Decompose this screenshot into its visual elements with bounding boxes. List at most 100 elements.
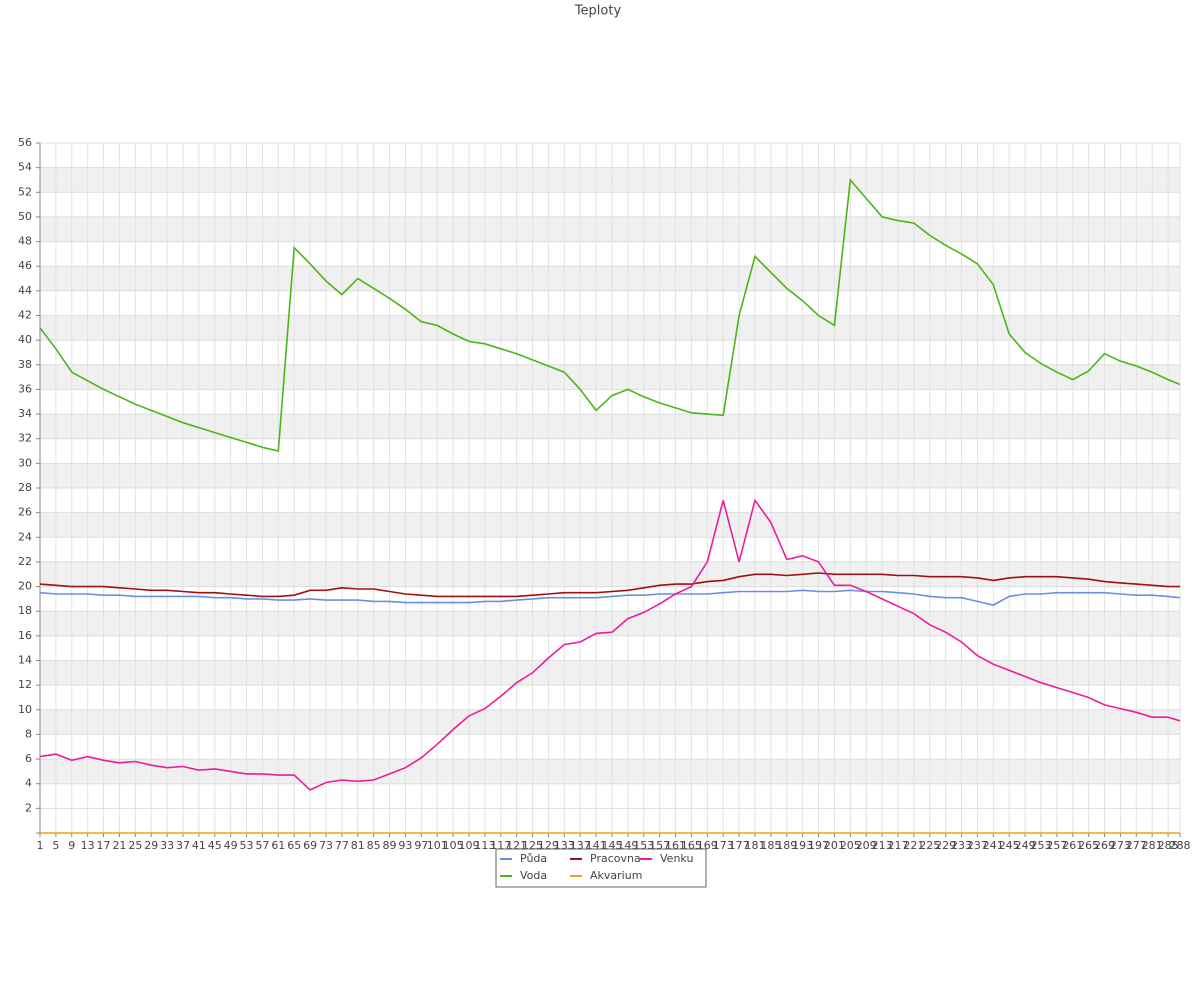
x-tick-label: 49: [224, 839, 238, 852]
x-tick-label: 93: [398, 839, 412, 852]
series-line: [39, 589, 1181, 606]
x-tick-label: 197: [808, 839, 829, 852]
y-tick-label: 10: [18, 703, 32, 716]
legend: Půda Pracovna Venku Voda Akvarium: [495, 848, 707, 888]
x-tick-label: 89: [383, 839, 397, 852]
y-tick-label: 44: [18, 284, 32, 297]
x-tick-label: 41: [192, 839, 206, 852]
x-tick-label: 233: [951, 839, 972, 852]
series-line: [39, 498, 1181, 791]
y-tick-label: 26: [18, 506, 32, 519]
legend-label: Pracovna: [590, 852, 641, 865]
grid-band: [40, 364, 1180, 390]
x-tick-label: 17: [97, 839, 111, 852]
y-tick-label: 52: [18, 185, 32, 198]
x-tick-label: 1: [37, 839, 44, 852]
x-tick-label: 253: [1030, 839, 1051, 852]
y-tick-label: 46: [18, 259, 32, 272]
y-tick-label: 8: [25, 727, 32, 740]
y-tick-label: 28: [18, 481, 32, 494]
grid-band: [40, 266, 1180, 291]
x-tick-label: 241: [983, 839, 1004, 852]
x-tick-label: 265: [1078, 839, 1099, 852]
grid-band: [40, 660, 1180, 686]
y-tick-label: 4: [25, 777, 32, 790]
x-tick-label: 113: [474, 839, 495, 852]
x-tick-label: 81: [351, 839, 365, 852]
x-tick-label: 45: [208, 839, 222, 852]
grid-band: [40, 414, 1180, 439]
x-tick-label: 288: [1170, 839, 1191, 852]
y-tick-label: 34: [18, 407, 32, 420]
y-tick-label: 56: [18, 136, 32, 149]
x-tick-label: 217: [887, 839, 908, 852]
y-tick-label: 36: [18, 382, 32, 395]
y-tick-label: 38: [18, 358, 32, 371]
y-tick-label: 6: [25, 752, 32, 765]
legend-box: [495, 848, 707, 888]
chart-title: Teploty: [574, 4, 622, 19]
x-tick-label: 173: [713, 839, 734, 852]
x-tick-label: 177: [729, 839, 750, 852]
x-tick-label: 97: [414, 839, 428, 852]
x-tick-label: 273: [1110, 839, 1131, 852]
x-tick-label: 25: [128, 839, 142, 852]
x-tick-label: 269: [1094, 839, 1115, 852]
y-tick-label: 40: [18, 333, 32, 346]
x-tick-label: 189: [776, 839, 797, 852]
x-tick-label: 181: [744, 839, 765, 852]
series-line: [39, 178, 1181, 452]
y-tick-label: 2: [25, 801, 32, 814]
x-tick-label: 65: [287, 839, 301, 852]
x-tick-label: 105: [443, 839, 464, 852]
x-tick-label: 201: [824, 839, 845, 852]
x-tick-label: 257: [1046, 839, 1067, 852]
legend-label: Venku: [660, 852, 693, 865]
grid-band: [40, 315, 1180, 341]
x-tick-label: 73: [319, 839, 333, 852]
y-tick-label: 20: [18, 580, 32, 593]
x-tick-label: 85: [367, 839, 381, 852]
legend-label: Půda: [520, 852, 547, 865]
y-tick-label: 30: [18, 456, 32, 469]
x-tick-label: 245: [999, 839, 1020, 852]
grid-band: [40, 512, 1180, 538]
x-tick-label: 53: [240, 839, 254, 852]
x-tick-label: 57: [255, 839, 269, 852]
y-tick-label: 14: [18, 654, 32, 667]
y-tick-label: 50: [18, 210, 32, 223]
grid-band: [40, 463, 1180, 488]
y-tick-label: 22: [18, 555, 32, 568]
x-tick-label: 225: [919, 839, 940, 852]
grid-band: [40, 561, 1180, 587]
y-tick-label: 12: [18, 678, 32, 691]
x-tick-label: 221: [903, 839, 924, 852]
y-tick-label: 16: [18, 629, 32, 642]
y-tick-label: 32: [18, 432, 32, 445]
grid-band: [40, 167, 1180, 193]
x-tick-label: 61: [271, 839, 285, 852]
y-tick-label: 24: [18, 530, 32, 543]
y-tick-label: 48: [18, 235, 32, 248]
x-tick-label: 37: [176, 839, 190, 852]
series-line: [39, 572, 1180, 598]
x-tick-label: 229: [935, 839, 956, 852]
x-tick-label: 193: [792, 839, 813, 852]
x-tick-label: 249: [1015, 839, 1036, 852]
legend-label: Akvarium: [590, 869, 642, 882]
x-tick-label: 13: [81, 839, 95, 852]
x-tick-label: 285: [1158, 839, 1179, 852]
x-tick-label: 77: [335, 839, 349, 852]
x-tick-label: 109: [458, 839, 479, 852]
x-tick-label: 209: [856, 839, 877, 852]
grid-band: [40, 709, 1180, 735]
x-tick-label: 21: [112, 839, 126, 852]
x-tick-label: 205: [840, 839, 861, 852]
x-tick-label: 185: [760, 839, 781, 852]
x-tick-label: 101: [427, 839, 448, 852]
x-tick-label: 29: [144, 839, 158, 852]
x-tick-label: 213: [872, 839, 893, 852]
y-tick-label: 18: [18, 604, 32, 617]
x-tick-label: 5: [52, 839, 59, 852]
